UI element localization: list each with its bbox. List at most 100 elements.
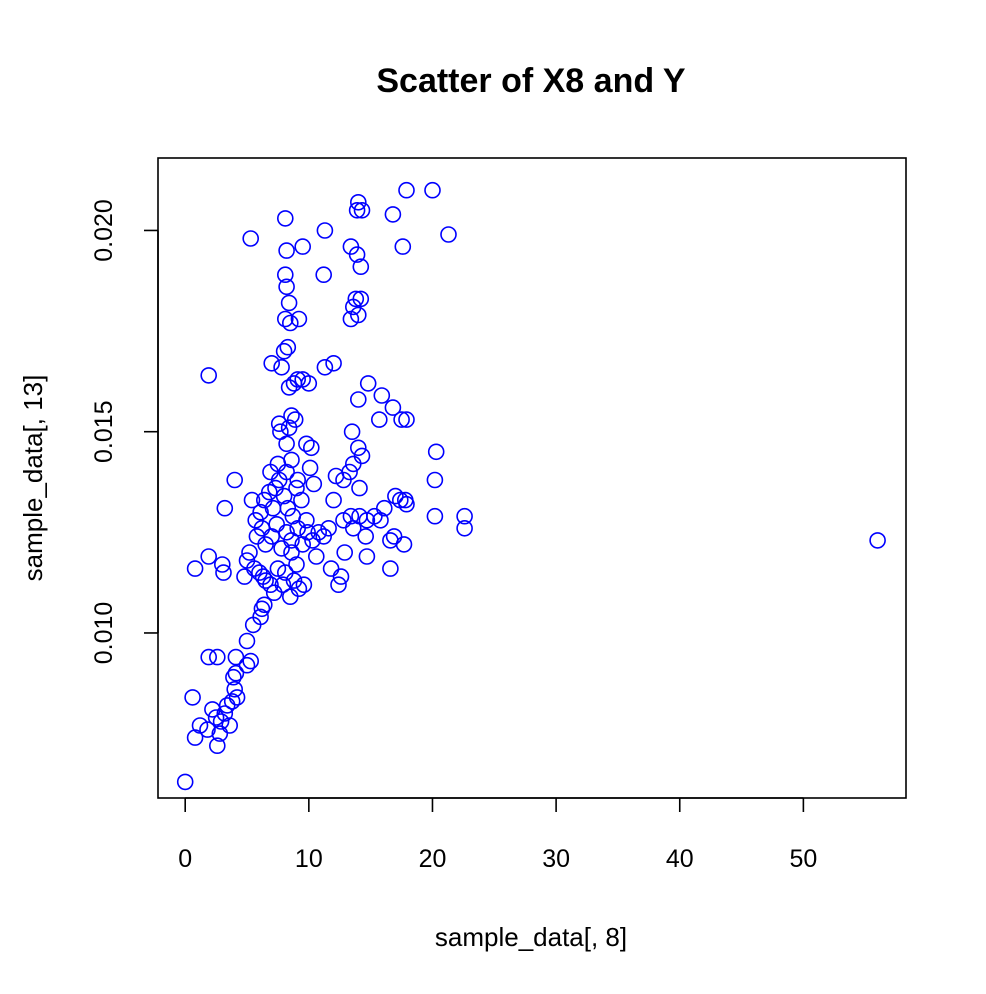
data-point (207, 709, 225, 726)
data-point (305, 475, 323, 493)
data-point (384, 206, 402, 223)
data-point (184, 689, 201, 706)
data-point (330, 576, 347, 594)
data-point (275, 342, 293, 360)
data-point (349, 306, 367, 324)
x-axis: 0 10 20 30 40 50 (178, 797, 817, 873)
data-point (278, 523, 295, 541)
data-point (300, 375, 318, 392)
data-point (280, 294, 298, 312)
data-point (214, 556, 231, 573)
data-point (299, 523, 316, 541)
data-point (280, 379, 298, 396)
x-tick-label: 30 (542, 845, 570, 873)
data-point (336, 544, 354, 561)
data-point (315, 528, 333, 545)
data-point (298, 435, 315, 453)
x-tick-label: 20 (419, 845, 447, 873)
data-point (238, 656, 256, 674)
data-point (382, 560, 399, 577)
data-point (216, 705, 234, 722)
plot-frame (157, 157, 907, 799)
data-point (349, 194, 367, 211)
data-point (276, 266, 294, 284)
data-point (286, 411, 304, 428)
y-tick-label: 0.015 (90, 400, 118, 463)
data-point (176, 773, 194, 791)
data-point (278, 278, 295, 296)
data-point (275, 487, 293, 505)
data-point (290, 310, 308, 328)
data-point (186, 560, 204, 577)
data-point (353, 202, 371, 219)
data-point (395, 536, 413, 553)
data-point (285, 375, 303, 392)
data-point (370, 411, 388, 428)
data-point (247, 511, 264, 529)
y-tick-label: 0.010 (90, 602, 118, 665)
data-point (273, 540, 290, 557)
data-point (211, 725, 229, 742)
data-point (238, 632, 256, 650)
data-point (227, 648, 245, 666)
data-point (253, 600, 271, 618)
data-point (257, 572, 274, 589)
data-point (204, 701, 221, 718)
data-point (307, 548, 325, 565)
data-point (289, 371, 307, 388)
chart-title: Scatter of X8 and Y (376, 62, 686, 100)
data-point (394, 238, 412, 255)
data-point (348, 202, 366, 219)
data-point (348, 246, 366, 263)
data-point (255, 596, 273, 614)
x-tick-label: 50 (789, 845, 817, 873)
data-point (270, 415, 288, 433)
data-point (209, 737, 226, 755)
data-point (344, 519, 362, 537)
data-point (302, 439, 320, 457)
data-point (227, 664, 245, 682)
data-point (373, 387, 391, 404)
data-point (252, 608, 269, 626)
data-point (382, 532, 399, 549)
data-point (252, 503, 269, 521)
data-point (218, 697, 236, 714)
data-point (200, 548, 217, 565)
data-point (236, 568, 253, 585)
data-point (316, 358, 334, 376)
data-point (225, 668, 242, 686)
data-point (456, 519, 473, 537)
data-point (353, 447, 371, 465)
data-point (325, 354, 342, 372)
data-points (176, 181, 886, 791)
data-point (283, 544, 300, 561)
data-point (335, 511, 352, 529)
data-point (293, 491, 310, 509)
data-point (357, 528, 375, 545)
data-point (385, 528, 403, 545)
data-point (358, 548, 376, 565)
data-point (274, 576, 292, 594)
data-point (273, 358, 290, 376)
data-point (298, 511, 315, 529)
data-point (262, 576, 279, 594)
data-point (221, 717, 238, 734)
data-point (276, 210, 294, 227)
data-point (352, 258, 370, 276)
data-point (398, 495, 415, 513)
data-point (200, 367, 217, 384)
data-point (426, 471, 444, 489)
data-point (349, 391, 367, 408)
data-point (294, 238, 312, 255)
data-point (315, 266, 333, 284)
data-point (209, 648, 226, 666)
data-point (316, 222, 334, 239)
data-point (285, 572, 303, 589)
data-point (427, 443, 445, 461)
data-point (283, 407, 300, 424)
data-point (352, 290, 370, 308)
data-point (869, 532, 886, 549)
data-point (279, 338, 297, 356)
data-point (226, 471, 243, 489)
data-point (281, 314, 299, 332)
